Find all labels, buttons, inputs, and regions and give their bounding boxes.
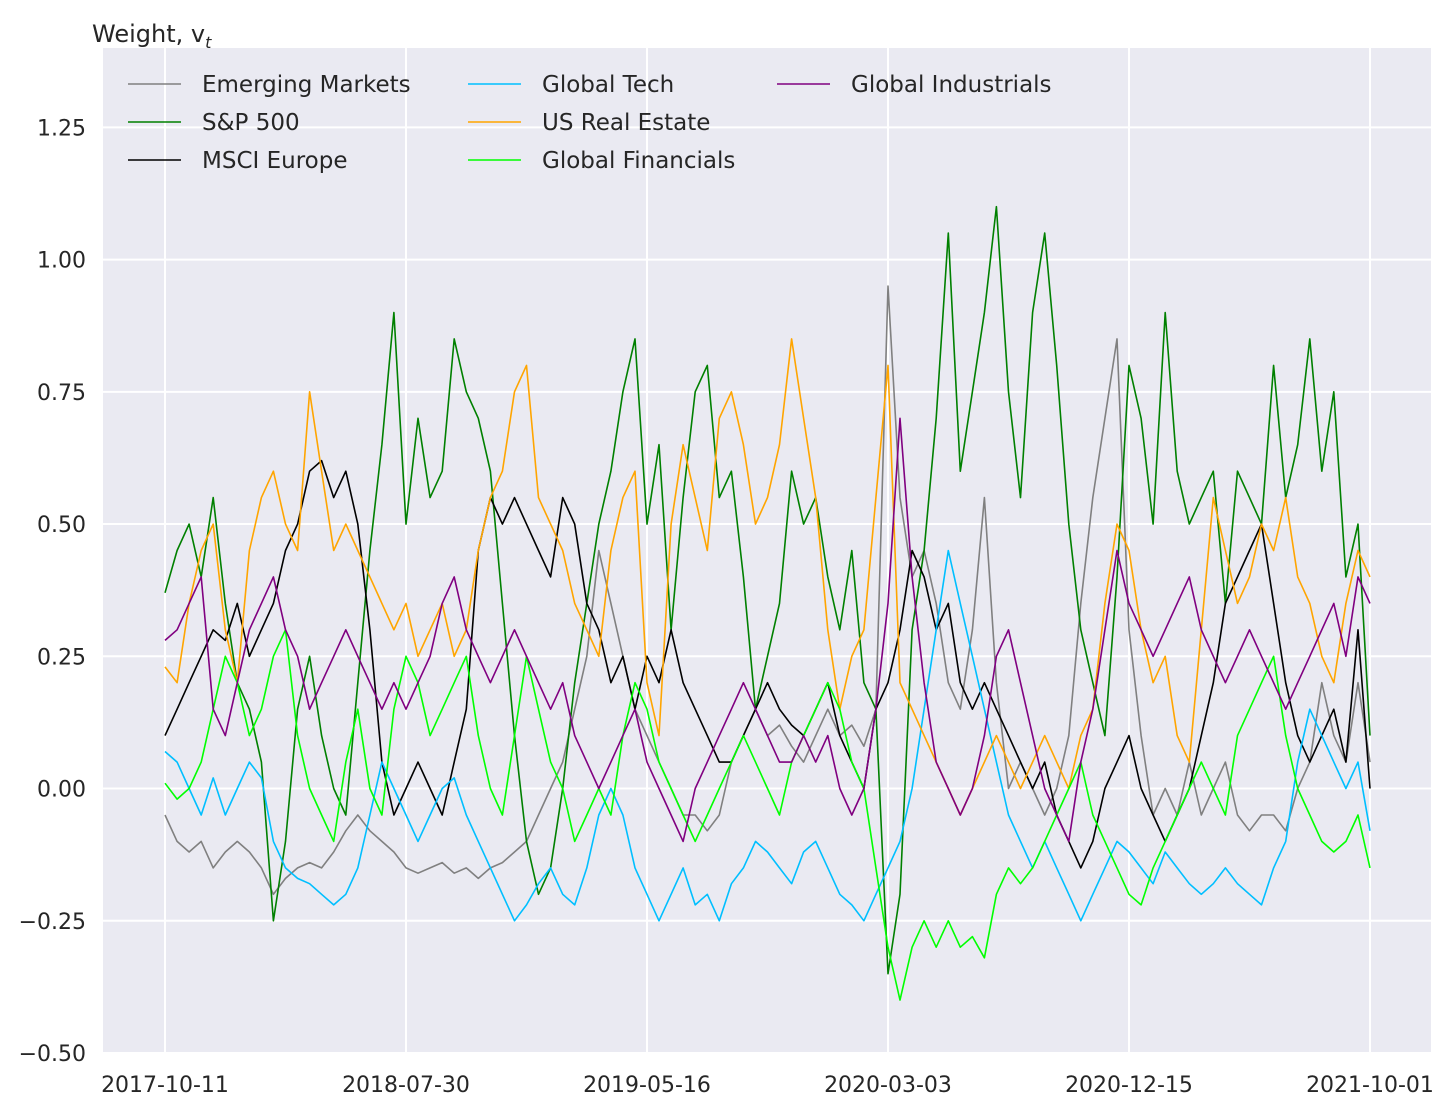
y-tick-labels: −0.50 −0.25 0.00 0.25 0.50 0.75 1.00 1.25: [19, 116, 86, 1067]
series-lines: [164, 205, 1371, 1001]
y-tick-label: 0.00: [37, 778, 86, 803]
x-tick-label: 2017-10-11: [101, 1073, 229, 1098]
series-line-global-industrials: [164, 417, 1371, 843]
y-tick-label: 0.50: [37, 513, 86, 538]
y-tick-label: 0.75: [37, 381, 86, 406]
legend: Emerging Markets S&P 500 MSCI Europe Global…: [128, 72, 1052, 174]
legend-label-global-tech: Global Tech: [542, 72, 674, 98]
x-tick-label: 2020-03-03: [824, 1073, 952, 1098]
x-tick-label: 2018-07-30: [342, 1073, 470, 1098]
plot-background: [103, 48, 1431, 1053]
series-line-global-tech: [164, 549, 1371, 922]
legend-label-global-industrials: Global Industrials: [851, 72, 1052, 98]
y-tick-label: 0.25: [37, 645, 86, 670]
legend-label-global-financials: Global Financials: [542, 148, 735, 174]
series-line-us-real-estate: [164, 338, 1371, 816]
legend-label-us-real-estate: US Real Estate: [542, 110, 710, 136]
series-line-global-financials: [164, 628, 1371, 1001]
x-tick-labels: 2017-10-11 2018-07-30 2019-05-16 2020-03-03…: [101, 1073, 1434, 1098]
y-tick-label: 1.00: [37, 249, 86, 274]
x-tick-label: 2020-12-15: [1065, 1073, 1193, 1098]
y-tick-label: 1.25: [37, 116, 86, 141]
legend-label-s-p-500: S&P 500: [202, 110, 300, 136]
y-tick-label: −0.25: [19, 910, 86, 935]
legend-label-msci-europe: MSCI Europe: [202, 148, 347, 174]
legend-label-emerging-markets: Emerging Markets: [202, 72, 411, 98]
x-tick-label: 2019-05-16: [583, 1073, 711, 1098]
y-tick-label: −0.50: [19, 1042, 86, 1067]
y-axis-title-subscript: t: [205, 33, 212, 52]
x-tick-label: 2021-10-01: [1306, 1073, 1434, 1098]
y-axis-title: Weight, vt: [92, 20, 212, 52]
